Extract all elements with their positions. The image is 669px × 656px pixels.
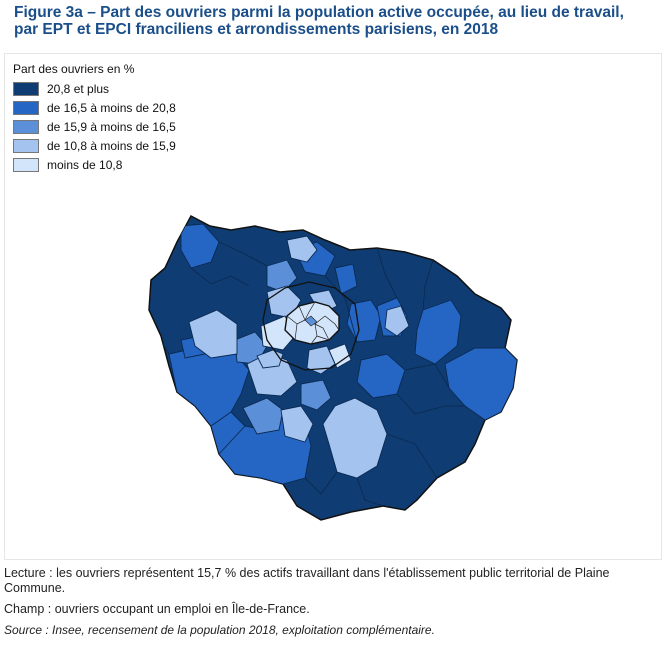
paris-arr-line-7: [304, 301, 316, 321]
legend-item-5: moins de 10,8: [13, 155, 176, 174]
epci-east-2: [444, 347, 517, 421]
paris-center-dark: [304, 315, 318, 327]
paris-arr-line-6: [294, 323, 298, 341]
paris-arr-line-5: [324, 315, 340, 331]
epci-north-2: [334, 263, 358, 295]
epci-east-light-1: [384, 305, 410, 337]
paris-arrondissements: [284, 301, 340, 345]
legend-label-1: 20,8 et plus: [47, 81, 110, 96]
source-note: Source : Insee, recensement de la popula…: [4, 623, 435, 637]
epci-boundary-3: [324, 275, 358, 343]
ile-de-france-map: [148, 214, 518, 521]
epci-boundary-6: [404, 363, 450, 389]
epci-boundary-4: [376, 247, 398, 299]
legend-swatch-2: [13, 100, 39, 115]
epci-south-light-large: [322, 397, 388, 479]
map-legend: Part des ouvriers en % 20,8 et plus de 1…: [13, 62, 176, 174]
epci-south-light-3: [280, 405, 314, 443]
legend-item-4: de 10,8 à moins de 15,9: [13, 136, 176, 155]
title-line-2: par EPT et EPCI franciliens et arrondiss…: [14, 21, 499, 38]
legend-item-2: de 16,5 à moins de 20,8: [13, 98, 176, 117]
epci-boundary-11: [210, 411, 232, 427]
epci-lightest-2: [328, 343, 352, 369]
legend-swatch-4: [13, 138, 39, 153]
epci-boundary-7: [386, 433, 438, 479]
figure-notes: Lecture : les ouvriers représentent 15,7…: [4, 566, 664, 644]
epci-east-1: [414, 299, 462, 365]
title-line-1: Figure 3a – Part des ouvriers parmi la p…: [14, 4, 624, 21]
legend-swatch-3: [13, 119, 39, 134]
paris-arr-line-8: [314, 323, 330, 341]
epci-boundary-8: [356, 477, 384, 507]
legend-item-3: de 15,9 à moins de 16,5: [13, 117, 176, 136]
paris-arr-line-4: [316, 335, 330, 341]
epci-north-west-1: [180, 223, 220, 269]
epci-boundary-5: [422, 259, 434, 311]
champ-note: Champ : ouvriers occupant un emploi en Î…: [4, 602, 310, 616]
epci-boundary-9: [304, 471, 338, 495]
epci-boundary-1: [190, 267, 250, 287]
figure-title: Figure 3a – Part des ouvriers parmi la p…: [14, 4, 664, 38]
lecture-note: Lecture : les ouvriers représentent 15,7…: [4, 566, 610, 595]
legend-item-1: 20,8 et plus: [13, 79, 176, 98]
epci-west-light-1: [188, 309, 238, 359]
legend-title: Part des ouvriers en %: [13, 62, 135, 76]
inner-ring-outline: [262, 281, 360, 371]
map-panel: Part des ouvriers en % 20,8 et plus de 1…: [4, 53, 662, 560]
legend-swatch-5: [13, 157, 39, 172]
legend-label-4: de 10,8 à moins de 15,9: [47, 138, 176, 153]
epci-boundary-2: [218, 241, 268, 267]
epci-inner-south-light: [306, 345, 336, 375]
epci-south-mid-1: [242, 397, 284, 435]
legend-label-3: de 15,9 à moins de 16,5: [47, 119, 176, 134]
epci-north-light-2: [286, 235, 318, 263]
legend-swatch-1: [13, 81, 39, 96]
epci-north-mid: [266, 259, 298, 293]
epci-south-mid-2: [300, 379, 332, 411]
legend-label-2: de 16,5 à moins de 20,8: [47, 100, 176, 115]
legend-label-5: moins de 10,8: [47, 157, 123, 172]
epci-boundary-12: [396, 393, 465, 415]
